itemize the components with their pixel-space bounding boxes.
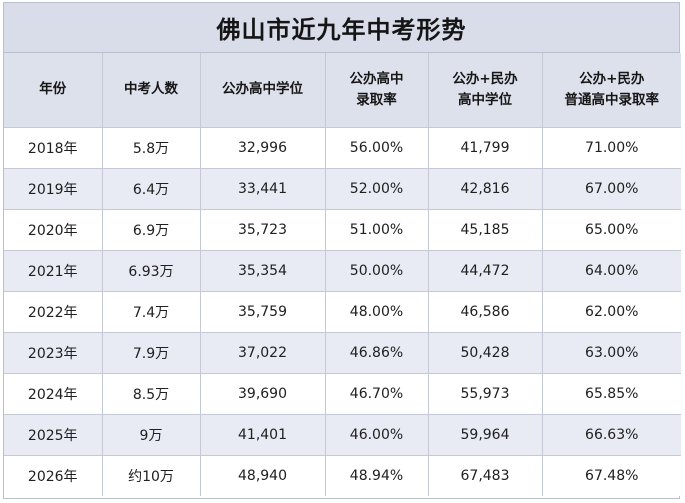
- cell-exam-takers: 约10万: [101, 454, 201, 496]
- table-row: 2019年 6.4万 33,441 52.00% 42,816 67.00%: [4, 167, 681, 210]
- cell-total-seats: 55,973: [427, 372, 543, 415]
- cell-total-rate: 67.00%: [541, 167, 681, 210]
- cell-exam-takers: 5.8万: [101, 126, 201, 169]
- table-row: 2023年 7.9万 37,022 46.86% 50,428 63.00%: [4, 331, 681, 374]
- header-year-label: 年份: [39, 81, 67, 98]
- cell-total-seats: 42,816: [427, 167, 543, 210]
- cell-public-seats: 48,940: [199, 454, 326, 496]
- cell-total-rate: 65.00%: [541, 208, 681, 251]
- cell-exam-takers: 6.4万: [101, 167, 201, 210]
- table-title: 佛山市近九年中考形势: [216, 16, 467, 44]
- cell-public-seats: 39,690: [199, 372, 326, 415]
- cell-exam-takers: 8.5万: [101, 372, 201, 415]
- cell-public-rate: 48.94%: [324, 454, 429, 496]
- table-row: 2018年 5.8万 32,996 56.00% 41,799 71.00%: [4, 126, 681, 169]
- admission-table-sheet: 佛山市近九年中考形势 年份 中考人数 公办高中学位 公: [3, 2, 681, 499]
- cell-public-rate: 51.00%: [324, 208, 429, 251]
- header-row: 年份 中考人数 公办高中学位 公办高中 录取率 公办+民办 高中学位 公办+民办: [4, 53, 681, 128]
- table-row: 2021年 6.93万 35,354 50.00% 44,472 64.00%: [4, 249, 681, 292]
- cell-public-seats: 35,723: [199, 208, 326, 251]
- admission-table: 年份 中考人数 公办高中学位 公办高中 录取率 公办+民办 高中学位 公办+民办: [4, 53, 681, 496]
- title-bar: 佛山市近九年中考形势: [4, 3, 679, 53]
- cell-exam-takers: 6.9万: [101, 208, 201, 251]
- cell-total-seats: 45,185: [427, 208, 543, 251]
- table-body: 2018年 5.8万 32,996 56.00% 41,799 71.00% 2…: [4, 126, 681, 496]
- header-public-rate-line1: 公办高中: [349, 70, 404, 87]
- cell-year: 2023年: [4, 331, 103, 374]
- header-year: 年份: [4, 53, 103, 128]
- table-row: 2022年 7.4万 35,759 48.00% 46,586 62.00%: [4, 290, 681, 333]
- header-total-seats-line1: 公办+民办: [452, 70, 518, 87]
- cell-public-rate: 48.00%: [324, 290, 429, 333]
- cell-total-seats: 67,483: [427, 454, 543, 496]
- cell-public-rate: 46.86%: [324, 331, 429, 374]
- table-row: 2020年 6.9万 35,723 51.00% 45,185 65.00%: [4, 208, 681, 251]
- cell-exam-takers: 6.93万: [101, 249, 201, 292]
- cell-total-seats: 44,472: [427, 249, 543, 292]
- cell-total-rate: 71.00%: [541, 126, 681, 169]
- table-row: 2024年 8.5万 39,690 46.70% 55,973 65.85%: [4, 372, 681, 415]
- table-row: 2026年 约10万 48,940 48.94% 67,483 67.48%: [4, 454, 681, 496]
- header-total-seats: 公办+民办 高中学位: [427, 53, 543, 128]
- cell-year: 2026年: [4, 454, 103, 496]
- table-row: 2025年 9万 41,401 46.00% 59,964 66.63%: [4, 413, 681, 456]
- cell-public-rate: 46.70%: [324, 372, 429, 415]
- header-total-rate-line2: 普通高中录取率: [564, 91, 660, 108]
- cell-total-rate: 62.00%: [541, 290, 681, 333]
- header-exam-takers-label: 中考人数: [124, 81, 178, 98]
- header-exam-takers: 中考人数: [101, 53, 201, 128]
- cell-year: 2022年: [4, 290, 103, 333]
- cell-exam-takers: 7.9万: [101, 331, 201, 374]
- cell-public-seats: 35,759: [199, 290, 326, 333]
- cell-total-rate: 66.63%: [541, 413, 681, 456]
- cell-year: 2020年: [4, 208, 103, 251]
- header-public-rate-line2: 录取率: [356, 91, 397, 108]
- cell-public-seats: 41,401: [199, 413, 326, 456]
- cell-year: 2018年: [4, 126, 103, 169]
- cell-public-rate: 50.00%: [324, 249, 429, 292]
- cell-public-rate: 56.00%: [324, 126, 429, 169]
- header-public-seats-label: 公办高中学位: [222, 81, 303, 98]
- cell-public-rate: 46.00%: [324, 413, 429, 456]
- cell-total-seats: 46,586: [427, 290, 543, 333]
- header-public-seats: 公办高中学位: [199, 53, 326, 128]
- cell-year: 2025年: [4, 413, 103, 456]
- cell-total-rate: 64.00%: [541, 249, 681, 292]
- header-total-rate-line1: 公办+民办: [579, 70, 645, 87]
- cell-exam-takers: 9万: [101, 413, 201, 456]
- cell-total-rate: 67.48%: [541, 454, 681, 496]
- cell-public-seats: 33,441: [199, 167, 326, 210]
- cell-year: 2024年: [4, 372, 103, 415]
- header-total-rate: 公办+民办 普通高中录取率: [541, 53, 681, 128]
- cell-year: 2021年: [4, 249, 103, 292]
- cell-public-seats: 37,022: [199, 331, 326, 374]
- cell-total-rate: 65.85%: [541, 372, 681, 415]
- cell-public-seats: 32,996: [199, 126, 326, 169]
- cell-public-rate: 52.00%: [324, 167, 429, 210]
- header-public-rate: 公办高中 录取率: [324, 53, 429, 128]
- table-header: 年份 中考人数 公办高中学位 公办高中 录取率 公办+民办 高中学位 公办+民办: [4, 53, 681, 128]
- cell-total-seats: 59,964: [427, 413, 543, 456]
- cell-year: 2019年: [4, 167, 103, 210]
- cell-public-seats: 35,354: [199, 249, 326, 292]
- header-total-seats-line2: 高中学位: [458, 91, 512, 108]
- cell-total-seats: 50,428: [427, 331, 543, 374]
- cell-total-rate: 63.00%: [541, 331, 681, 374]
- cell-total-seats: 41,799: [427, 126, 543, 169]
- cell-exam-takers: 7.4万: [101, 290, 201, 333]
